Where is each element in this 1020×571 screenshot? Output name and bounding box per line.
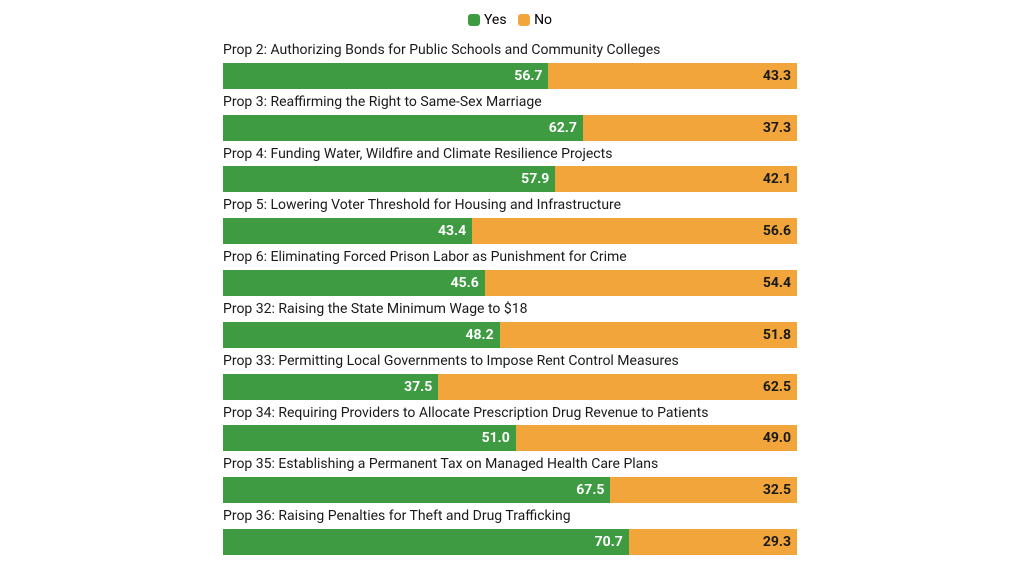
row-bar: 48.2 51.8 — [223, 322, 797, 348]
legend-no-label: No — [534, 12, 552, 28]
row-title: Prop 2: Authorizing Bonds for Public Sch… — [223, 40, 797, 63]
chart-row: Prop 35: Establishing a Permanent Tax on… — [223, 454, 797, 503]
row-bar: 45.6 54.4 — [223, 270, 797, 296]
bar-value-no: 32.5 — [763, 482, 791, 498]
row-title: Prop 6: Eliminating Forced Prison Labor … — [223, 247, 797, 270]
chart-row: Prop 5: Lowering Voter Threshold for Hou… — [223, 195, 797, 244]
bar-segment-no: 62.5 — [438, 374, 797, 400]
row-title: Prop 35: Establishing a Permanent Tax on… — [223, 454, 797, 477]
bar-segment-yes: 67.5 — [223, 477, 610, 503]
bar-segment-no: 29.3 — [629, 529, 797, 555]
bar-segment-no: 56.6 — [472, 218, 797, 244]
bar-value-yes: 70.7 — [595, 534, 623, 550]
row-bar: 43.4 56.6 — [223, 218, 797, 244]
chart-legend: Yes No — [223, 12, 797, 30]
bar-value-yes: 62.7 — [549, 120, 577, 136]
row-bar: 56.7 43.3 — [223, 63, 797, 89]
bar-segment-yes: 45.6 — [223, 270, 485, 296]
bar-segment-yes: 57.9 — [223, 166, 555, 192]
legend-yes-swatch — [468, 14, 480, 26]
row-title: Prop 3: Reaffirming the Right to Same-Se… — [223, 92, 797, 115]
row-title: Prop 33: Permitting Local Governments to… — [223, 351, 797, 374]
row-title: Prop 5: Lowering Voter Threshold for Hou… — [223, 195, 797, 218]
bar-value-yes: 48.2 — [465, 327, 493, 343]
bar-segment-no: 43.3 — [548, 63, 797, 89]
bar-segment-no: 54.4 — [485, 270, 797, 296]
legend-yes: Yes — [468, 12, 507, 28]
chart-row: Prop 32: Raising the State Minimum Wage … — [223, 299, 797, 348]
bar-segment-no: 37.3 — [583, 115, 797, 141]
chart-row: Prop 2: Authorizing Bonds for Public Sch… — [223, 40, 797, 89]
row-title: Prop 32: Raising the State Minimum Wage … — [223, 299, 797, 322]
bar-segment-yes: 43.4 — [223, 218, 472, 244]
bar-value-no: 51.8 — [763, 327, 791, 343]
chart-row: Prop 6: Eliminating Forced Prison Labor … — [223, 247, 797, 296]
bar-value-no: 56.6 — [763, 223, 791, 239]
bar-value-yes: 51.0 — [482, 430, 510, 446]
bar-segment-no: 32.5 — [610, 477, 797, 503]
row-title: Prop 36: Raising Penalties for Theft and… — [223, 506, 797, 529]
bar-value-no: 49.0 — [763, 430, 791, 446]
legend-no: No — [518, 12, 552, 28]
bar-value-yes: 37.5 — [404, 379, 432, 395]
chart-rows: Prop 2: Authorizing Bonds for Public Sch… — [223, 40, 797, 555]
bar-segment-yes: 56.7 — [223, 63, 548, 89]
bar-segment-yes: 51.0 — [223, 425, 516, 451]
row-bar: 70.7 29.3 — [223, 529, 797, 555]
bar-value-no: 43.3 — [763, 68, 791, 84]
chart-row: Prop 33: Permitting Local Governments to… — [223, 351, 797, 400]
bar-segment-yes: 37.5 — [223, 374, 438, 400]
legend-yes-label: Yes — [484, 12, 507, 28]
bar-value-no: 29.3 — [763, 534, 791, 550]
proposition-chart: Yes No Prop 2: Authorizing Bonds for Pub… — [223, 12, 797, 558]
bar-segment-no: 42.1 — [555, 166, 797, 192]
bar-segment-yes: 48.2 — [223, 322, 500, 348]
bar-value-yes: 57.9 — [521, 171, 549, 187]
bar-value-no: 37.3 — [763, 120, 791, 136]
chart-row: Prop 36: Raising Penalties for Theft and… — [223, 506, 797, 555]
bar-value-yes: 43.4 — [438, 223, 466, 239]
row-title: Prop 4: Funding Water, Wildfire and Clim… — [223, 144, 797, 167]
bar-segment-no: 51.8 — [500, 322, 797, 348]
row-title: Prop 34: Requiring Providers to Allocate… — [223, 403, 797, 426]
bar-value-no: 54.4 — [763, 275, 791, 291]
legend-no-swatch — [518, 14, 530, 26]
row-bar: 62.7 37.3 — [223, 115, 797, 141]
row-bar: 37.5 62.5 — [223, 374, 797, 400]
chart-row: Prop 34: Requiring Providers to Allocate… — [223, 403, 797, 452]
bar-value-yes: 67.5 — [576, 482, 604, 498]
chart-row: Prop 3: Reaffirming the Right to Same-Se… — [223, 92, 797, 141]
bar-segment-no: 49.0 — [516, 425, 797, 451]
bar-segment-yes: 70.7 — [223, 529, 629, 555]
bar-value-yes: 56.7 — [514, 68, 542, 84]
row-bar: 57.9 42.1 — [223, 166, 797, 192]
bar-segment-yes: 62.7 — [223, 115, 583, 141]
bar-value-no: 42.1 — [763, 171, 791, 187]
chart-row: Prop 4: Funding Water, Wildfire and Clim… — [223, 144, 797, 193]
row-bar: 51.0 49.0 — [223, 425, 797, 451]
row-bar: 67.5 32.5 — [223, 477, 797, 503]
bar-value-no: 62.5 — [763, 379, 791, 395]
bar-value-yes: 45.6 — [451, 275, 479, 291]
